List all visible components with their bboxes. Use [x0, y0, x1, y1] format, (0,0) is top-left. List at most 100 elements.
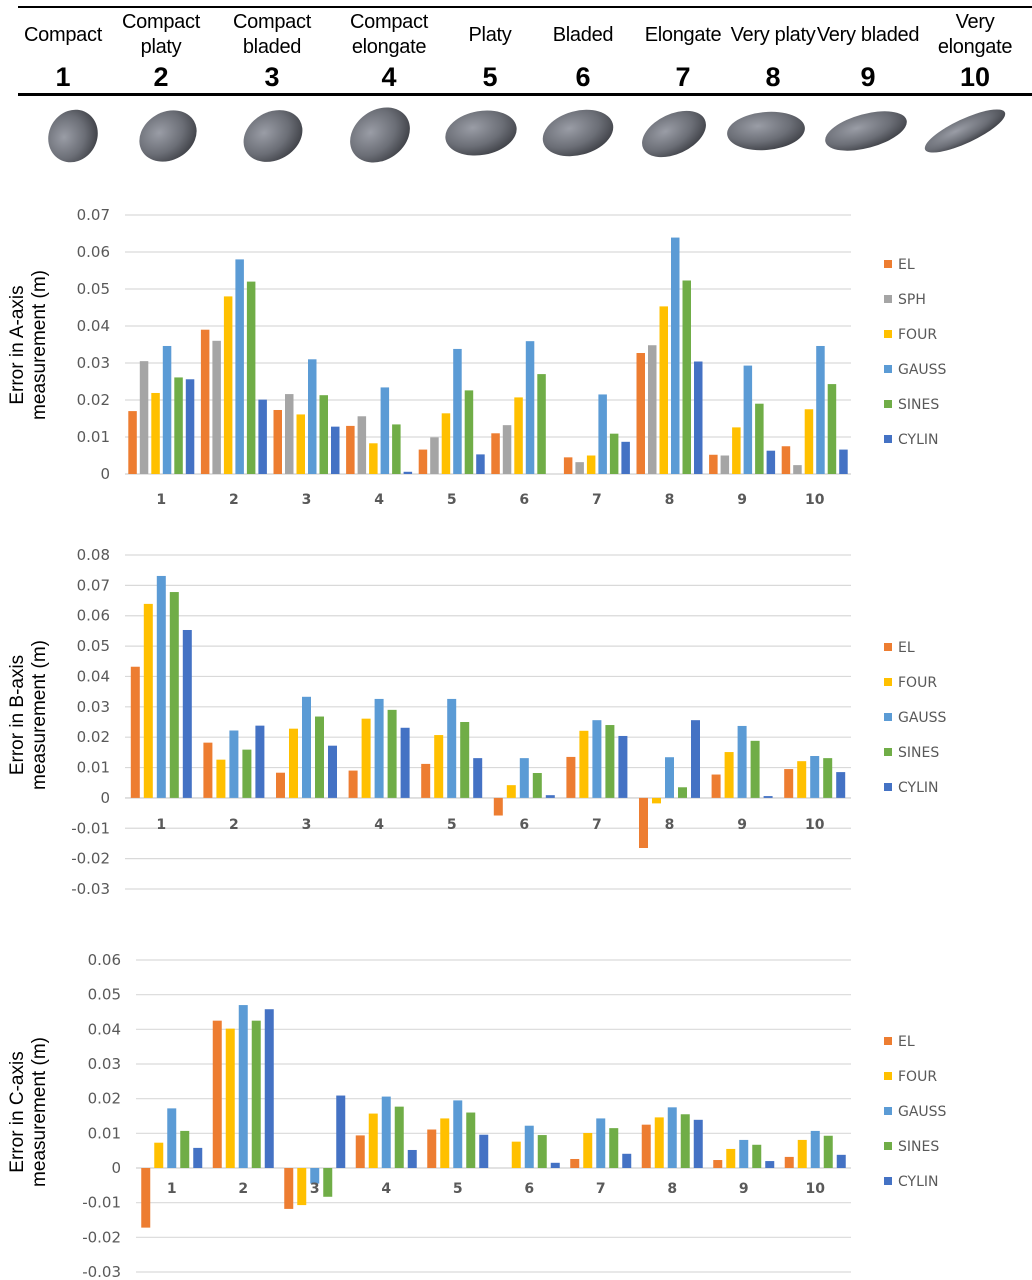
bar-gauss-7 [592, 720, 602, 798]
shape-class-number: 6 [575, 62, 591, 92]
bar-el-3 [273, 409, 282, 474]
shape-class-number: 8 [765, 62, 781, 92]
x-category-label: 9 [737, 492, 747, 508]
y-tick-label: -0.02 [82, 1228, 121, 1246]
legend-label-four: FOUR [898, 1069, 937, 1085]
pebble-shape-6 [542, 109, 614, 157]
y-tick-label: 0 [100, 465, 110, 483]
bar-gauss-9 [737, 725, 747, 798]
bar-four-9 [724, 752, 734, 798]
bar-sines-5 [464, 390, 474, 474]
bar-el-1 [141, 1168, 151, 1228]
shape-class-name: Compact [24, 23, 102, 46]
y-tick-label: -0.02 [71, 850, 110, 868]
bar-el-4 [348, 770, 358, 798]
legend-swatch-sines [884, 748, 892, 756]
legend: EL SPH FOUR GAUSS SINES CYLIN [884, 257, 947, 448]
bar-el-10 [784, 1156, 794, 1168]
bar-el-10 [781, 446, 791, 474]
bar-gauss-8 [667, 1107, 677, 1168]
bar-sines-6 [537, 1135, 547, 1168]
legend-label-gauss: GAUSS [898, 710, 947, 726]
bar-four-7 [579, 730, 589, 798]
bar-sines-4 [394, 1106, 404, 1168]
bar-four-5 [441, 413, 451, 474]
pebble-shape-2 [139, 110, 197, 162]
bar-sines-3 [315, 716, 324, 798]
bar-four-5 [440, 1118, 450, 1168]
bar-cylin-6 [545, 795, 555, 798]
legend-label-el: EL [898, 1034, 915, 1050]
bar-sines-3 [323, 1168, 333, 1197]
y-tick-label: 0.06 [88, 951, 121, 969]
y-tick-label: -0.01 [71, 819, 110, 837]
legend-swatch-el [884, 1037, 892, 1045]
legend-swatch-gauss [884, 365, 892, 373]
bar-gauss-3 [310, 1168, 320, 1184]
shape-class-name: Very elongate [937, 11, 1013, 58]
x-category-label: 2 [229, 817, 239, 833]
bar-cylin-8 [694, 361, 703, 474]
bar-four-6 [506, 785, 516, 798]
shape-class-7: Elongate 7 [628, 8, 738, 93]
bar-el-2 [212, 1020, 222, 1168]
bar-sph-8 [648, 345, 657, 474]
bar-four-4 [368, 1113, 378, 1168]
bar-gauss-7 [596, 1118, 606, 1168]
bar-sines-7 [609, 1128, 619, 1168]
pebble-shape-1 [48, 109, 98, 163]
y-tick-label: -0.03 [82, 1263, 121, 1280]
bar-four-2 [216, 759, 226, 798]
y-axis-title: Error in B-axismeasurement (m) [7, 640, 50, 790]
x-category-label: 6 [519, 492, 529, 508]
bar-cylin-10 [836, 772, 846, 798]
bar-four-10 [797, 1139, 807, 1168]
x-category-label: 1 [156, 492, 166, 508]
bar-cylin-5 [473, 758, 483, 798]
table-rule-middle [18, 93, 1032, 96]
bar-el-1 [130, 666, 140, 798]
shape-class-6: Bladed 6 [528, 8, 638, 93]
bar-el-2 [203, 742, 213, 798]
shape-class-number: 7 [675, 62, 691, 92]
x-category-label: 7 [592, 492, 602, 508]
bar-gauss-9 [739, 1139, 749, 1168]
bar-four-8 [659, 306, 668, 474]
bar-cylin-2 [255, 725, 265, 798]
bar-gauss-10 [810, 756, 820, 798]
bar-four-7 [583, 1132, 593, 1168]
legend-label-gauss: GAUSS [898, 1104, 947, 1120]
bar-cylin-9 [763, 796, 773, 798]
bar-el-7 [570, 1158, 580, 1168]
y-tick-label: 0.06 [77, 243, 110, 261]
bar-gauss-1 [156, 575, 166, 798]
bar-cylin-7 [621, 441, 630, 474]
legend: EL FOUR GAUSS SINES CYLIN [884, 1034, 947, 1190]
bar-four-3 [297, 1168, 307, 1206]
bar-sines-4 [387, 709, 397, 798]
bar-el-2 [200, 329, 210, 474]
bar-cylin-7 [618, 735, 628, 798]
x-category-label: 4 [374, 817, 384, 833]
x-category-label: 4 [374, 492, 384, 508]
y-tick-label: -0.03 [71, 880, 110, 898]
bar-cylin-3 [331, 426, 340, 474]
legend-swatch-cylin [884, 1177, 892, 1185]
bar-sines-9 [750, 740, 760, 798]
x-category-label: 3 [302, 817, 312, 833]
legend-label-sph: SPH [898, 292, 926, 308]
bar-sines-8 [682, 280, 691, 474]
bar-cylin-6 [550, 1162, 560, 1168]
x-category-label: 10 [806, 1181, 826, 1197]
bar-el-4 [355, 1135, 365, 1168]
y-tick-label: 0.04 [77, 317, 110, 335]
x-category-label: 3 [310, 1181, 320, 1197]
x-category-label: 7 [596, 1181, 606, 1197]
legend-swatch-four [884, 1072, 892, 1080]
y-tick-label: 0.07 [77, 576, 110, 594]
shape-class-name: Very bladed [816, 23, 920, 46]
bar-cylin-8 [691, 720, 700, 798]
bar-el-7 [563, 457, 573, 474]
table-rule-top [18, 6, 1032, 8]
pebble-shape-4 [350, 107, 410, 163]
